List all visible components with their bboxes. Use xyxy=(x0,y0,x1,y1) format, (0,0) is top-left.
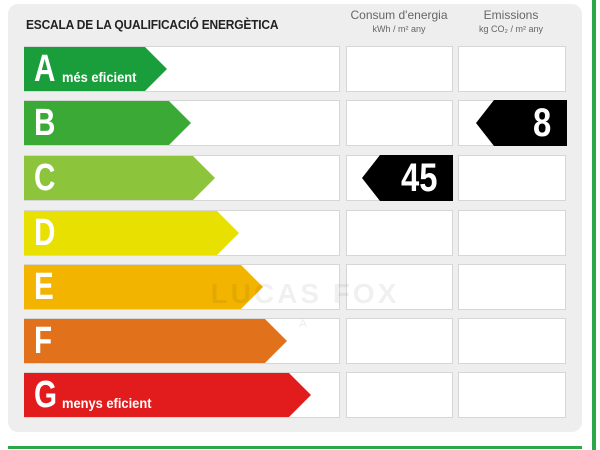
class-arrow-a: A més eficient xyxy=(24,47,167,91)
consum-cell xyxy=(346,100,453,146)
class-arrow-d: D xyxy=(24,211,239,255)
emissions-cell xyxy=(458,264,566,310)
watermark-brand: LUCAS FOX xyxy=(210,278,400,309)
class-label: menys eficient xyxy=(62,395,152,411)
emissions-rating-value: 8 xyxy=(532,101,551,145)
emissions-header-label: Emissions xyxy=(483,8,539,22)
emissions-cell xyxy=(458,210,566,256)
class-letter: D xyxy=(34,212,56,254)
class-arrow-c: C xyxy=(24,156,215,200)
consum-cell xyxy=(346,210,453,256)
class-letter: B xyxy=(34,102,56,144)
class-letter: F xyxy=(34,320,53,362)
emissions-cell xyxy=(458,318,566,364)
class-letter: E xyxy=(34,266,54,308)
class-arrow-e: E xyxy=(24,265,263,309)
emissions-column-header: Emissions kg CO₂ / m² any xyxy=(456,8,566,36)
class-arrow-b: B xyxy=(24,101,191,145)
consum-header-unit: kWh / m² any xyxy=(372,24,426,34)
watermark-sub: A xyxy=(299,318,311,330)
emissions-rating-indicator: 8 xyxy=(476,100,567,146)
class-letter: C xyxy=(34,157,56,199)
class-arrow-g: G menys eficient xyxy=(24,373,311,417)
class-letter: G xyxy=(34,374,58,416)
emissions-cell xyxy=(458,372,566,418)
class-letter: A xyxy=(34,48,56,90)
consum-rating-value: 45 xyxy=(400,156,437,200)
label-title: ESCALA DE LA QUALIFICACIÓ ENERGÈTICA xyxy=(26,17,279,32)
consum-cell xyxy=(346,46,453,92)
emissions-cell xyxy=(458,155,566,201)
consum-cell xyxy=(346,318,453,364)
consum-rating-indicator: 45 xyxy=(362,155,453,201)
emissions-cell xyxy=(458,46,566,92)
consum-column-header: Consum d'energia kWh / m² any xyxy=(344,8,454,36)
class-label: més eficient xyxy=(62,69,137,85)
consum-cell xyxy=(346,372,453,418)
consum-cell xyxy=(346,264,453,310)
consum-header-label: Consum d'energia xyxy=(350,8,448,22)
emissions-header-unit: kg CO₂ / m² any xyxy=(478,24,543,34)
class-arrow-f: F xyxy=(24,319,287,363)
green-border-right xyxy=(588,0,600,450)
green-border-bottom xyxy=(0,440,588,450)
